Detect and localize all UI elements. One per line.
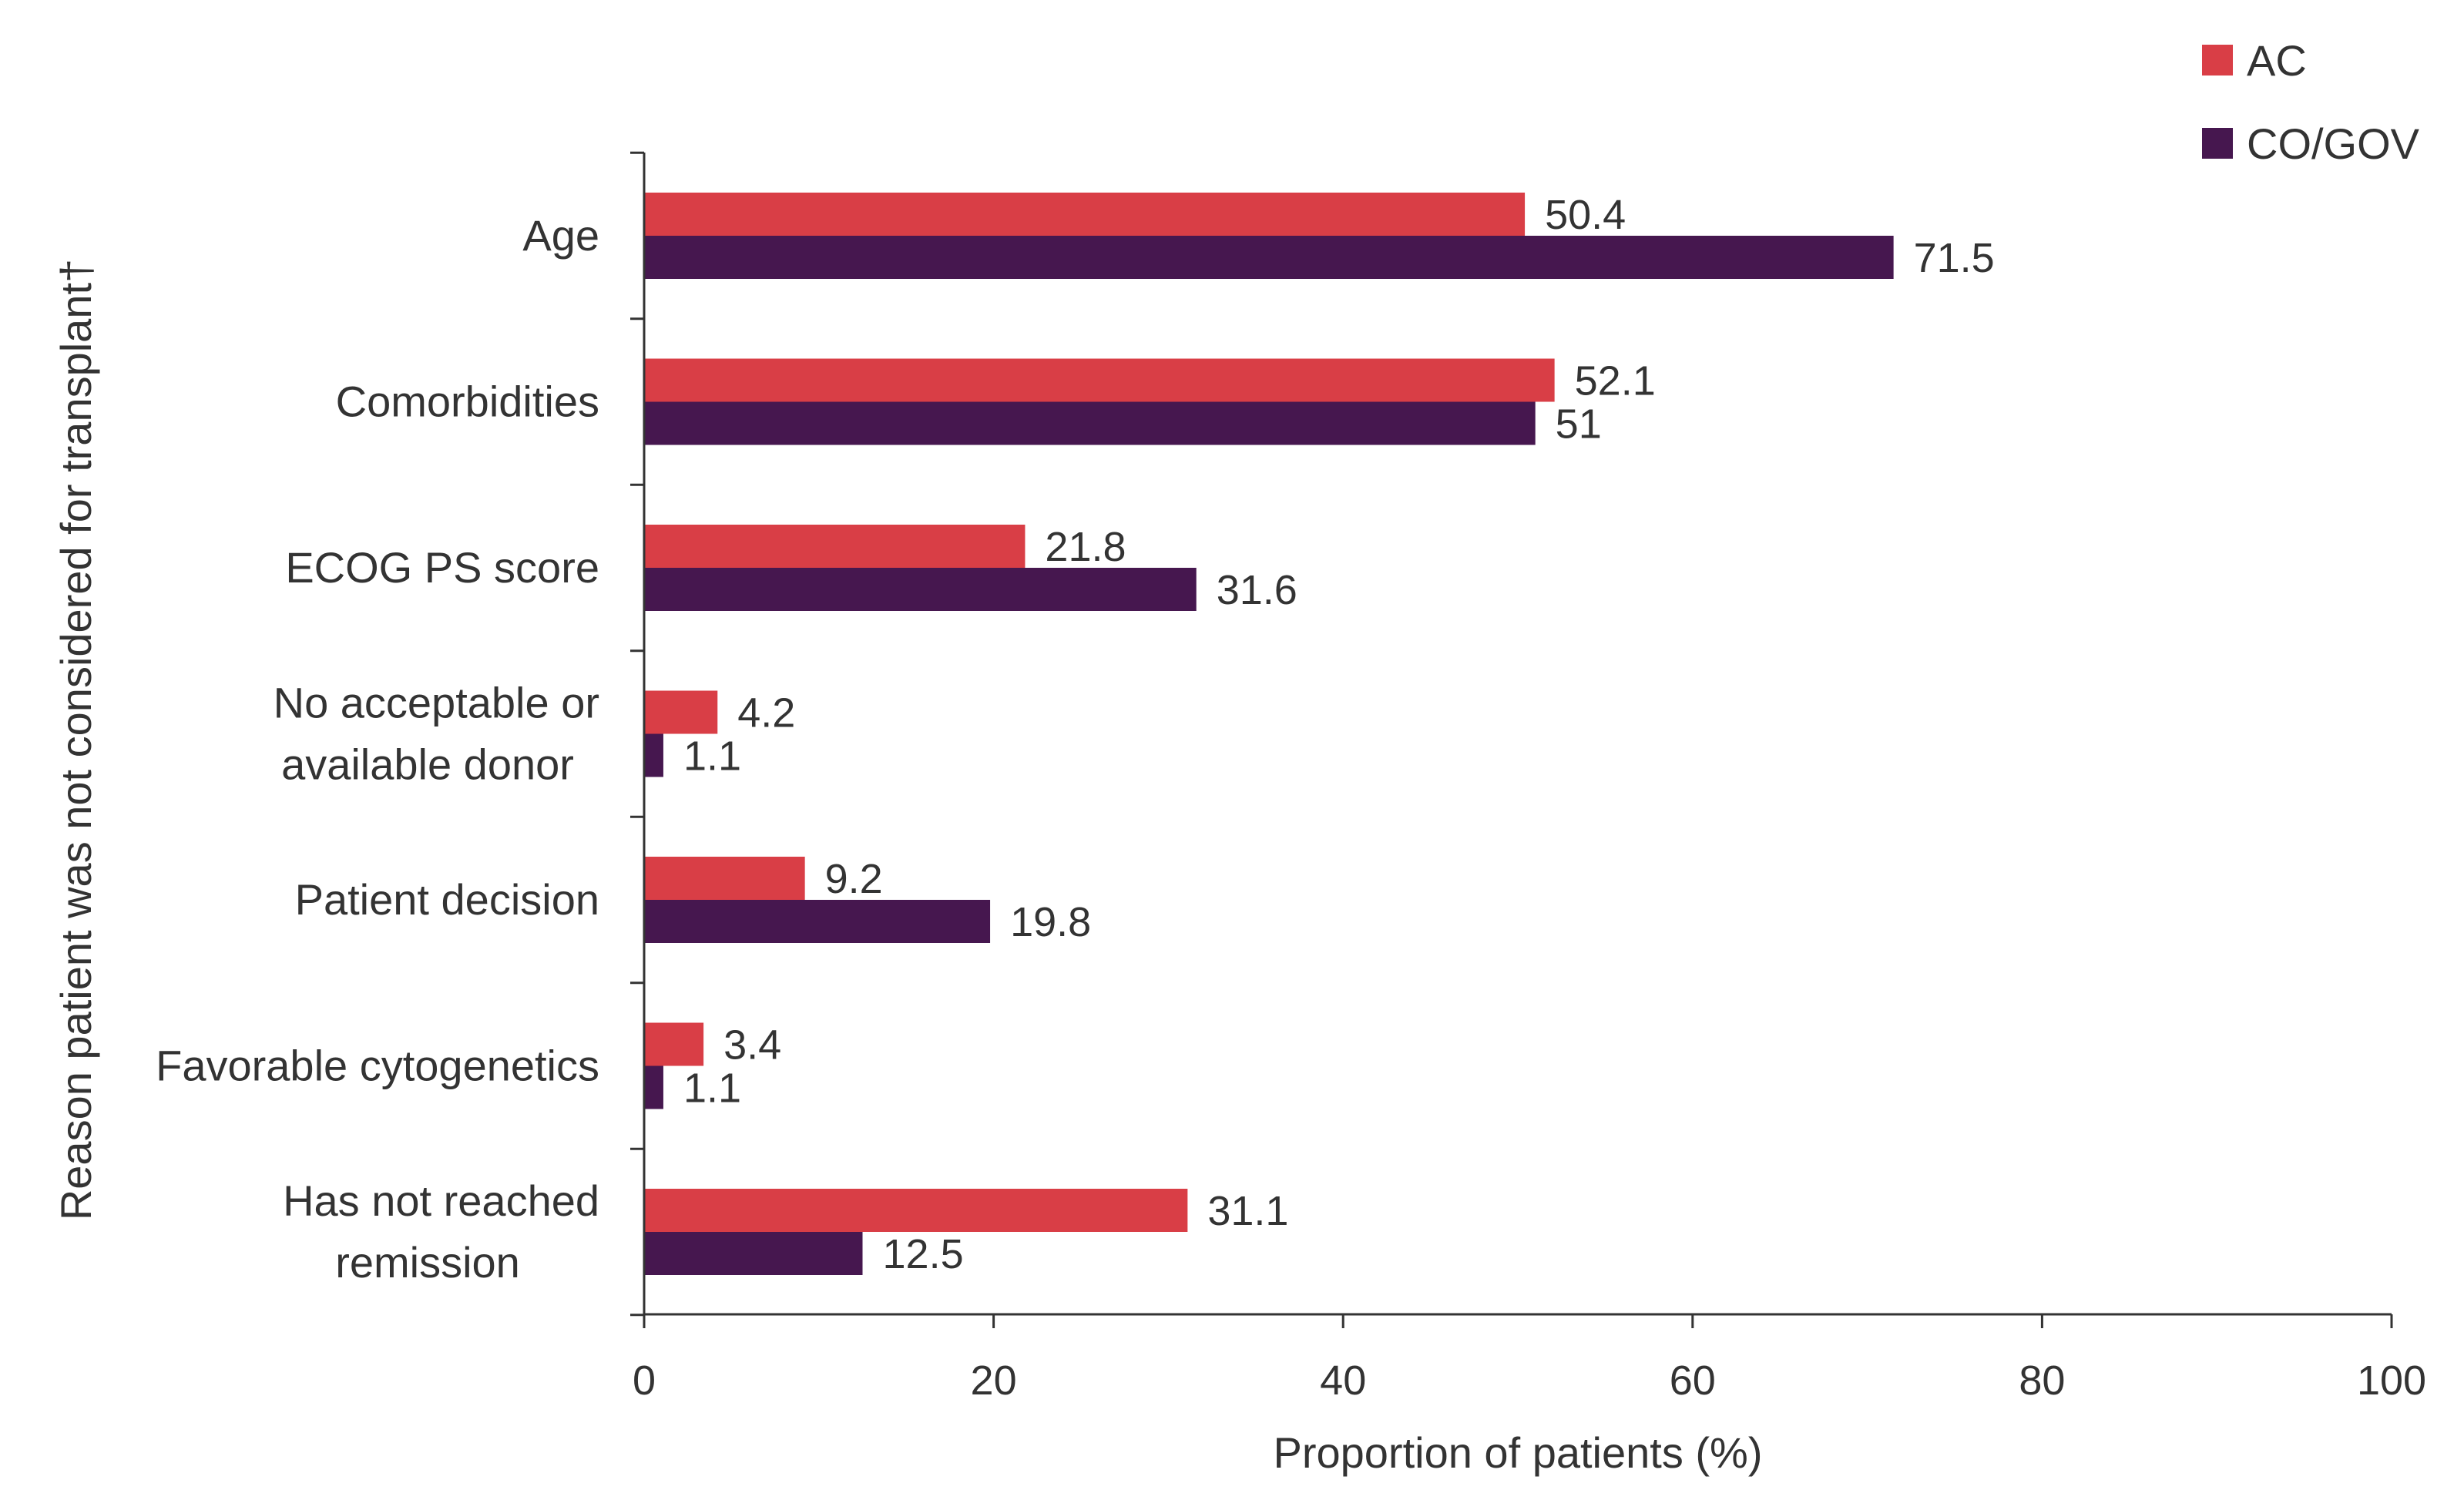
x-tick-label: 80: [2019, 1357, 2065, 1404]
x-tick-label: 40: [1320, 1357, 1366, 1404]
y-axis-title: Reason patient was not considered for tr…: [52, 259, 100, 1220]
data-label: 9.2: [825, 856, 883, 902]
legend-label: AC: [2247, 36, 2307, 85]
category-label-line: Has not reached: [283, 1176, 599, 1225]
data-label: 1.1: [683, 1065, 741, 1112]
category-label: Age: [522, 211, 599, 260]
bar-co-gov: [644, 568, 1197, 611]
bar-ac: [644, 525, 1026, 568]
data-label: 31.1: [1207, 1188, 1288, 1234]
labels-group: 0 20 40 60 80 100 50.4 71.5 Age 52.151 Comorbiditi…: [156, 192, 2426, 1404]
category-label: Patient decision: [295, 875, 599, 924]
x-axis-title: Proportion of patients (%): [1274, 1428, 1763, 1477]
data-label: 31.6: [1217, 567, 1297, 613]
bars-group: [644, 193, 1894, 1275]
data-label: 21.8: [1045, 524, 1126, 570]
category-label-line: available donor: [281, 740, 574, 789]
bar-co-gov: [644, 733, 663, 777]
ticks-group: [630, 151, 2393, 1328]
axes-group: [643, 153, 2392, 1316]
bar-ac: [644, 857, 805, 900]
data-label: 3.4: [723, 1022, 781, 1069]
category-label-line: No acceptable or: [274, 679, 599, 727]
bar-co-gov: [644, 900, 991, 943]
x-tick-label: 0: [633, 1357, 656, 1404]
x-tick-label: 20: [971, 1357, 1017, 1404]
bar-co-gov: [644, 1065, 663, 1109]
data-label: 50.4: [1545, 192, 1626, 238]
bar-ac: [644, 193, 1526, 236]
bar-co-gov: [644, 1232, 863, 1275]
legend-swatch: [2202, 128, 2233, 159]
data-label: 71.5: [1914, 235, 1995, 281]
legend-label: CO/GOV: [2247, 119, 2420, 168]
category-label: Comorbidities: [336, 378, 599, 426]
data-label: 19.8: [1010, 899, 1091, 945]
category-label-line: remission: [335, 1238, 520, 1287]
bar-ac: [644, 1189, 1188, 1232]
category-label: ECOG PS score: [285, 543, 599, 592]
category-label: Has not reached remission: [283, 1176, 599, 1287]
bar-ac: [644, 690, 718, 734]
category-label: No acceptable or available donor: [274, 679, 599, 789]
legend-swatch: [2202, 45, 2233, 76]
category-label: Favorable cytogenetics: [156, 1042, 599, 1090]
x-tick-label: 60: [1670, 1357, 1716, 1404]
data-label: 4.2: [737, 690, 795, 737]
data-label: 52.1: [1575, 358, 1656, 404]
data-label: 51: [1556, 401, 1602, 448]
x-tick-label: 100: [2357, 1357, 2426, 1404]
bar-co-gov: [644, 401, 1536, 445]
bar-ac: [644, 1022, 704, 1066]
data-label: 1.1: [683, 733, 741, 780]
legend: AC CO/GOV: [2202, 36, 2420, 168]
bar-ac: [644, 358, 1555, 402]
bar-co-gov: [644, 236, 1894, 279]
data-label: 12.5: [883, 1231, 964, 1277]
